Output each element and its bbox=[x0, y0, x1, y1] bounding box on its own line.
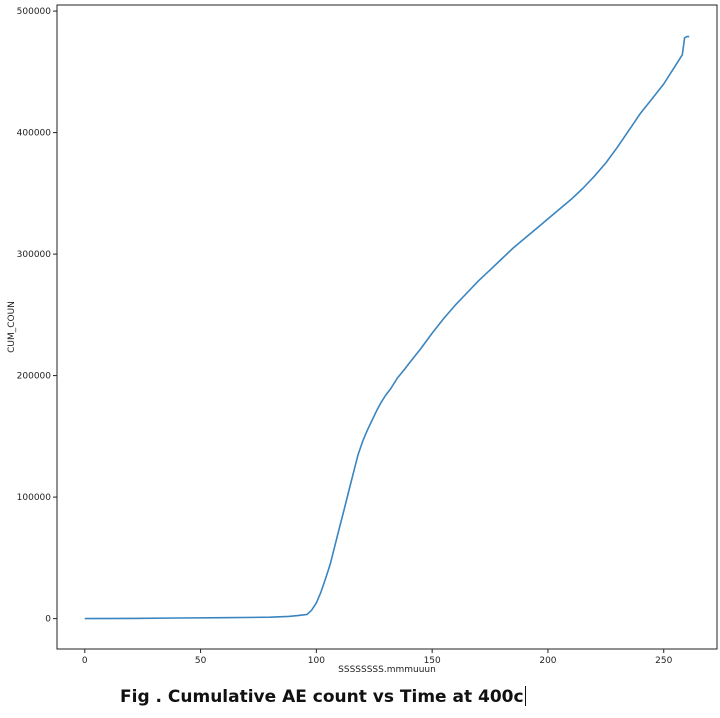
y-tick-label: 100000 bbox=[17, 493, 52, 503]
figure-caption: Fig . Cumulative AE count vs Time at 400… bbox=[120, 686, 526, 707]
x-axis-ticks: 0 50 100 150 200 250 bbox=[82, 649, 673, 666]
caption-text: Fig . Cumulative AE count vs Time at 400… bbox=[120, 687, 524, 707]
x-tick-label: 0 bbox=[82, 656, 88, 666]
text-cursor bbox=[524, 686, 526, 706]
x-tick-label: 100 bbox=[308, 656, 325, 666]
x-tick-label: 50 bbox=[195, 656, 207, 666]
y-axis-ticks: 0 100000 200000 300000 400000 500000 bbox=[17, 7, 57, 625]
y-tick-label: 400000 bbox=[17, 129, 52, 139]
y-tick-label: 300000 bbox=[17, 250, 52, 260]
cumulative-count-line bbox=[84, 35, 690, 620]
x-tick-label: 250 bbox=[655, 656, 672, 666]
x-axis-label: SSSSSSSS.mmmuuun bbox=[338, 665, 436, 675]
y-tick-label: 500000 bbox=[17, 7, 52, 17]
y-tick-label: 200000 bbox=[17, 372, 52, 382]
x-tick-label: 200 bbox=[539, 656, 556, 666]
plot-frame bbox=[56, 4, 718, 650]
y-tick-label: 0 bbox=[45, 615, 51, 625]
line-chart: 0 50 100 150 200 250 0 100000 200000 300000 40000… bbox=[7, 4, 718, 675]
x-tick-label: 150 bbox=[424, 656, 441, 666]
y-axis-label: CUM_COUN bbox=[7, 301, 17, 353]
